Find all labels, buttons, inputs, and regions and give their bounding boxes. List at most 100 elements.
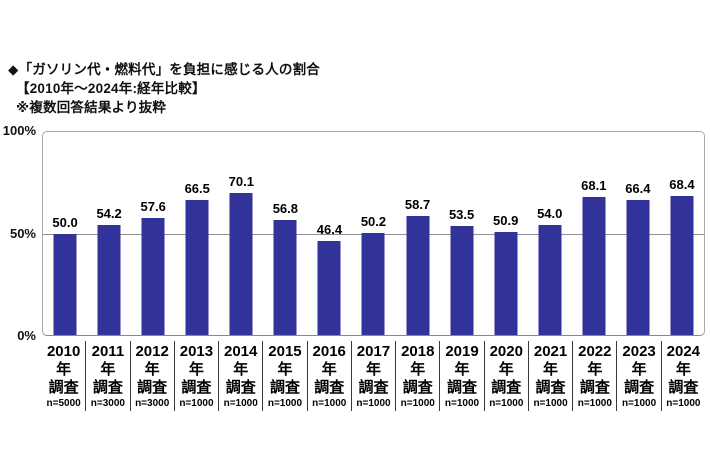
x-axis-label-line: 調査	[624, 379, 655, 396]
x-axis-label-line: 年	[498, 361, 514, 378]
sample-size-label: n=1000	[267, 398, 303, 409]
bar-slot: 57.6	[131, 132, 175, 335]
x-axis-label: 2022 年調査 n=1000	[572, 341, 616, 411]
bars-row: 50.0 54.2 57.6 66.5 70.1 56.8 46.4 50.2 58.7 53.5…	[43, 132, 704, 335]
bar	[406, 215, 430, 335]
x-axis-label-line: 年	[321, 361, 337, 378]
bar-slot: 54.2	[87, 132, 131, 335]
x-axis-label-line: 調査	[269, 379, 300, 396]
bar	[361, 233, 385, 335]
bar	[141, 218, 165, 335]
sample-size-label: n=1000	[356, 398, 391, 409]
x-axis-label-line: 2020	[489, 343, 523, 360]
x-axis-label-line: 調査	[447, 379, 478, 396]
bar	[317, 240, 341, 335]
bar-slot: 56.8	[263, 132, 307, 335]
x-axis-label: 2015 年調査 n=1000	[262, 341, 306, 411]
bar-slot: 53.5	[440, 132, 484, 335]
x-axis-label-line: 2019	[445, 343, 479, 360]
x-axis-label-line: 年	[410, 361, 426, 378]
x-axis-label-line: 年	[587, 361, 603, 378]
x-axis-label-line: 2012	[135, 343, 169, 360]
x-axis-label: 2024 年調査 n=1000	[660, 341, 705, 411]
x-axis-label-line: 年	[233, 361, 249, 378]
bar-slot: 50.2	[351, 132, 395, 335]
x-axis-label-line: 2022	[578, 343, 612, 360]
bar-value-label: 53.5	[448, 207, 475, 223]
bar-slot: 68.4	[660, 132, 704, 335]
x-axis-label-line: 年	[543, 361, 559, 378]
x-axis-label-line: 調査	[535, 379, 566, 396]
x-axis-label-line: 調査	[92, 379, 123, 396]
bar-value-label: 57.6	[140, 199, 166, 215]
bar	[53, 233, 77, 335]
x-axis-label: 2019 年調査 n=1000	[439, 341, 483, 411]
y-tick-label: 100%	[2, 123, 36, 138]
x-axis-label: 2018 年調査 n=1000	[395, 341, 439, 411]
bar-value-label: 66.4	[625, 181, 651, 197]
chart-plot: 50.0 54.2 57.6 66.5 70.1 56.8 46.4 50.2 58.7 53.5…	[42, 131, 705, 336]
bar-slot: 46.4	[307, 132, 351, 335]
chart-title: ◆「ガソリン代・燃料代」を負担に感じる人の割合	[8, 62, 320, 77]
bar	[494, 231, 518, 335]
sample-size-label: n=1000	[577, 398, 612, 409]
bar	[670, 196, 694, 335]
x-axis-label-line: 2023	[622, 343, 656, 360]
sample-size-label: n=1000	[533, 398, 568, 409]
bar-value-label: 56.8	[272, 200, 298, 216]
x-axis-label-line: 2021	[533, 343, 568, 360]
x-axis-label-line: 2015	[268, 343, 302, 360]
sample-size-label: n=1000	[621, 398, 657, 409]
bar-slot: 54.0	[528, 132, 572, 335]
x-axis-label: 2021 年調査 n=1000	[527, 341, 572, 411]
x-axis-label: 2010 年調査 n=5000	[42, 341, 85, 411]
bar	[582, 196, 606, 335]
bar	[626, 200, 650, 335]
x-axis-label-line: 年	[56, 361, 72, 378]
x-axis-label: 2011 年調査 n=3000	[85, 341, 129, 411]
x-axis-label-line: 2010	[46, 343, 81, 360]
x-axis-label-line: 調査	[225, 379, 256, 396]
sample-size-label: n=3000	[135, 398, 170, 409]
x-axis-label: 2012 年調査 n=3000	[129, 341, 174, 411]
bar-slot: 66.5	[175, 132, 219, 335]
x-axis-label-line: 2011	[91, 343, 125, 360]
bar	[97, 224, 121, 335]
x-axis-label-line: 年	[188, 361, 204, 378]
x-axis-label-line: 年	[675, 361, 691, 378]
x-axis-label: 2017 年調査 n=1000	[350, 341, 395, 411]
bar-value-label: 66.5	[184, 181, 210, 197]
x-axis-label-line: 調査	[137, 379, 168, 396]
sample-size-label: n=1000	[179, 398, 214, 409]
y-axis: 100% 50% 0%	[0, 124, 37, 343]
bar-value-label: 70.1	[228, 173, 254, 189]
chart-header: ◆「ガソリン代・燃料代」を負担に感じる人の割合 【2010年～2024年:経年比…	[8, 60, 320, 117]
sample-size-label: n=3000	[90, 398, 125, 409]
y-tick-label: 0%	[17, 328, 36, 343]
x-axis-label: 2020 年調査 n=1000	[483, 341, 528, 411]
x-axis-label-line: 調査	[181, 379, 212, 396]
x-axis-label: 2013 年調査 n=1000	[173, 341, 218, 411]
x-axis-label-line: 年	[100, 361, 116, 378]
x-axis-label: 2023 年調査 n=1000	[616, 341, 660, 411]
bar-slot: 66.4	[616, 132, 660, 335]
x-axis-label-line: 年	[454, 361, 470, 378]
x-axis-label-line: 2017	[356, 343, 391, 360]
bar-value-label: 54.0	[537, 206, 563, 222]
x-axis-label-line: 調査	[358, 379, 389, 396]
bar-slot: 58.7	[396, 132, 440, 335]
x-axis-label-line: 2024	[666, 343, 701, 360]
x-axis-label: 2014 年調査 n=1000	[218, 341, 262, 411]
bar-value-label: 68.4	[669, 177, 695, 193]
bar-value-label: 46.4	[316, 221, 343, 237]
x-axis-label-line: 2014	[224, 343, 258, 360]
x-axis-label-line: 2018	[401, 343, 435, 360]
bar-slot: 68.1	[572, 132, 616, 335]
bar	[229, 192, 253, 335]
bar-value-label: 50.2	[360, 214, 387, 230]
sample-size-label: n=1000	[444, 398, 480, 409]
bar	[273, 219, 297, 335]
x-axis-label-line: 調査	[48, 379, 79, 396]
x-axis-label-line: 年	[144, 361, 160, 378]
